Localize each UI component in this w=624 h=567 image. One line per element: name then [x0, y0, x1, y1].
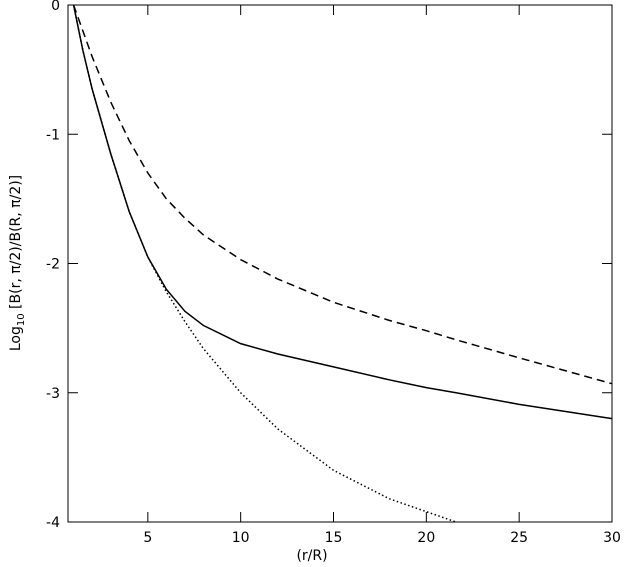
y-label-part: [B(r, π/2)/B(R, π/2)] [8, 175, 24, 314]
x-tick-label: 30 [603, 530, 621, 546]
x-axis-label: (r/R) [296, 548, 327, 564]
y-label-part: Log [8, 326, 24, 351]
x-tick-label: 20 [417, 530, 435, 546]
series-line [72, 4, 613, 420]
y-tick-label: -1 [46, 127, 60, 143]
x-tick-label: 15 [325, 530, 343, 546]
x-tick-label: 25 [510, 530, 528, 546]
y-tick-label: -3 [46, 386, 60, 402]
series-line [72, 4, 457, 523]
y-tick-label: -2 [46, 257, 60, 273]
y-tick-label: 0 [51, 0, 60, 14]
plot-frame [67, 4, 613, 523]
y-axis-label: Log10 [B(r, π/2)/B(R, π/2)] [8, 175, 27, 351]
y-label-sub: 10 [16, 313, 27, 326]
x-tick-label: 5 [143, 530, 152, 546]
x-tick-label: 10 [232, 530, 250, 546]
y-tick-label: -4 [46, 515, 60, 531]
series-line [72, 4, 613, 385]
